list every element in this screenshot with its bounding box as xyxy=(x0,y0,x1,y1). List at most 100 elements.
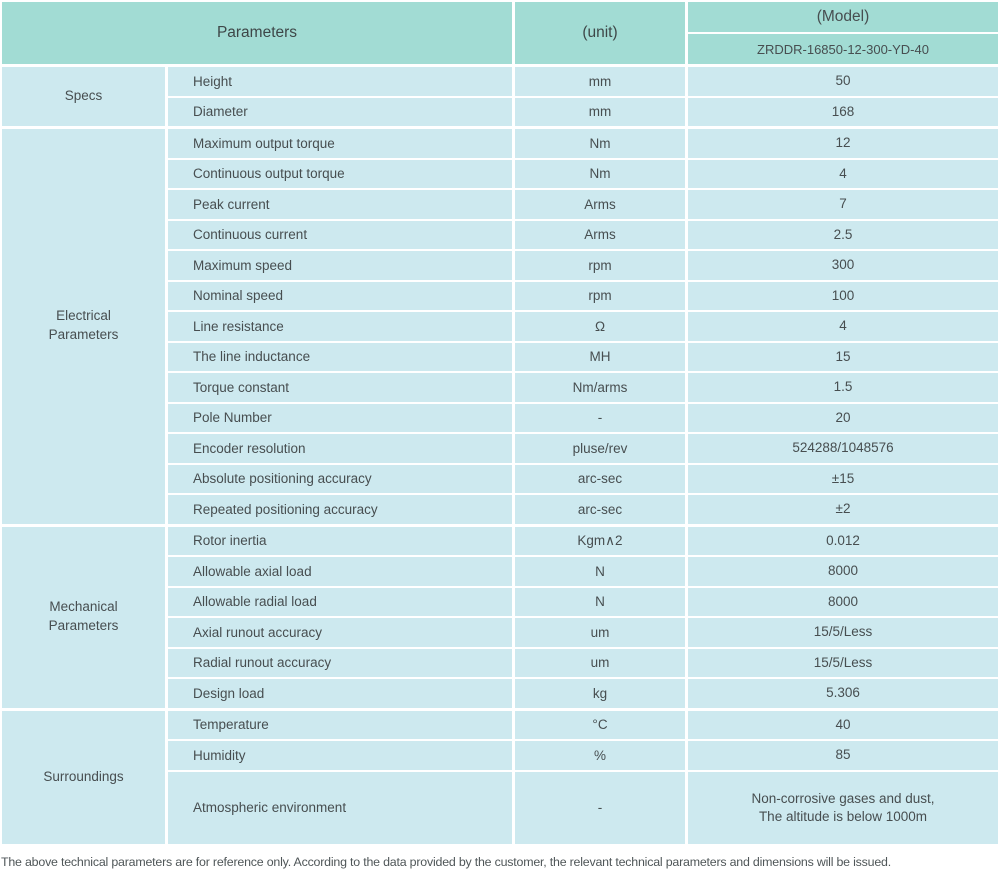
section-specs: Specs Height mm 50 Diameter mm 168 xyxy=(2,67,998,126)
param-name-cell: Temperature xyxy=(168,710,512,739)
section-rows: Temperature °C 40 Humidity % 85 Atmosphe… xyxy=(168,710,998,844)
table-row: Maximum speed rpm 300 xyxy=(168,251,998,280)
parameters-header-cell: Parameters xyxy=(2,2,512,64)
param-unit-cell: pluse/rev xyxy=(515,434,685,463)
table-row: Line resistance Ω 4 xyxy=(168,312,998,341)
param-unit-cell: rpm xyxy=(515,281,685,310)
section-group-cell: Electrical Parameters xyxy=(2,129,165,524)
param-name-cell: Maximum speed xyxy=(168,251,512,280)
param-value-cell: ±15 xyxy=(688,464,998,493)
param-value-cell: ±2 xyxy=(688,495,998,524)
param-value-cell: 300 xyxy=(688,251,998,280)
table-row: Continuous current Arms 2.5 xyxy=(168,220,998,249)
param-name-cell: Height xyxy=(168,67,512,96)
section-group-cell: Specs xyxy=(2,67,165,126)
param-value-cell: 15/5/Less xyxy=(688,618,998,647)
param-value-cell: 4 xyxy=(688,312,998,341)
table-row: Rotor inertia Kgm∧2 0.012 xyxy=(168,526,998,555)
param-name-cell: Diameter xyxy=(168,97,512,126)
param-unit-cell: Ω xyxy=(515,312,685,341)
param-value-cell: 1.5 xyxy=(688,373,998,402)
param-name-cell: Axial runout accuracy xyxy=(168,618,512,647)
table-row: Height mm 50 xyxy=(168,67,998,96)
param-name-cell: The line inductance xyxy=(168,342,512,371)
param-value-cell: 8000 xyxy=(688,557,998,586)
table-row: Torque constant Nm/arms 1.5 xyxy=(168,373,998,402)
section-rows: Rotor inertia Kgm∧2 0.012 Allowable axia… xyxy=(168,526,998,708)
param-unit-cell: arc-sec xyxy=(515,464,685,493)
table-row: Peak current Arms 7 xyxy=(168,190,998,219)
table-row: Encoder resolution pluse/rev 524288/1048… xyxy=(168,434,998,463)
param-unit-cell: Kgm∧2 xyxy=(515,526,685,555)
param-name-cell: Encoder resolution xyxy=(168,434,512,463)
parameters-table: Parameters (unit) (Model) ZRDDR-16850-12… xyxy=(0,0,1000,846)
param-value-cell: 12 xyxy=(688,129,998,158)
param-value-cell: 4 xyxy=(688,159,998,188)
param-unit-cell: Arms xyxy=(515,220,685,249)
param-unit-cell: Arms xyxy=(515,190,685,219)
table-row: Allowable radial load N 8000 xyxy=(168,587,998,616)
param-value-cell: 524288/1048576 xyxy=(688,434,998,463)
param-name-cell: Maximum output torque xyxy=(168,129,512,158)
param-unit-cell: kg xyxy=(515,679,685,708)
param-name-cell: Torque constant xyxy=(168,373,512,402)
param-value-cell: 20 xyxy=(688,403,998,432)
param-name-cell: Design load xyxy=(168,679,512,708)
param-value-cell: 15 xyxy=(688,342,998,371)
table-header-row: Parameters (unit) (Model) ZRDDR-16850-12… xyxy=(2,2,998,64)
param-unit-cell: um xyxy=(515,648,685,677)
param-value-cell: 100 xyxy=(688,281,998,310)
param-unit-cell: N xyxy=(515,557,685,586)
param-name-cell: Pole Number xyxy=(168,403,512,432)
section-surroundings: Surroundings Temperature °C 40 Humidity … xyxy=(2,710,998,844)
param-value-cell: Non-corrosive gases and dust, The altitu… xyxy=(688,771,998,844)
table-row: Axial runout accuracy um 15/5/Less xyxy=(168,618,998,647)
section-rows: Height mm 50 Diameter mm 168 xyxy=(168,67,998,126)
section-group-cell: Mechanical Parameters xyxy=(2,526,165,708)
param-name-cell: Rotor inertia xyxy=(168,526,512,555)
param-unit-cell: - xyxy=(515,771,685,844)
table-row: Maximum output torque Nm 12 xyxy=(168,129,998,158)
section-rows: Maximum output torque Nm 12 Continuous o… xyxy=(168,129,998,524)
param-value-cell: 5.306 xyxy=(688,679,998,708)
table-row: Diameter mm 168 xyxy=(168,97,998,126)
param-value-cell: 50 xyxy=(688,67,998,96)
param-value-cell: 7 xyxy=(688,190,998,219)
param-unit-cell: Nm xyxy=(515,159,685,188)
table-row: Continuous output torque Nm 4 xyxy=(168,159,998,188)
param-name-cell: Humidity xyxy=(168,741,512,770)
table-row: Design load kg 5.306 xyxy=(168,679,998,708)
table-row: Pole Number - 20 xyxy=(168,403,998,432)
model-header-label: (Model) xyxy=(688,2,998,32)
param-name-cell: Line resistance xyxy=(168,312,512,341)
param-value-cell: 0.012 xyxy=(688,526,998,555)
param-unit-cell: MH xyxy=(515,342,685,371)
param-name-cell: Allowable radial load xyxy=(168,587,512,616)
param-name-cell: Atmospheric environment xyxy=(168,771,512,844)
model-header-cell: (Model) ZRDDR-16850-12-300-YD-40 xyxy=(688,2,998,64)
table-row: Radial runout accuracy um 15/5/Less xyxy=(168,648,998,677)
section-group-cell: Surroundings xyxy=(2,710,165,844)
param-value-cell: 40 xyxy=(688,710,998,739)
param-value-cell: 2.5 xyxy=(688,220,998,249)
param-name-cell: Radial runout accuracy xyxy=(168,648,512,677)
param-unit-cell: mm xyxy=(515,97,685,126)
param-value-cell: 85 xyxy=(688,741,998,770)
table-row: Repeated positioning accuracy arc-sec ±2 xyxy=(168,495,998,524)
table-row: The line inductance MH 15 xyxy=(168,342,998,371)
param-unit-cell: rpm xyxy=(515,251,685,280)
table-row: Allowable axial load N 8000 xyxy=(168,557,998,586)
section-electrical: Electrical Parameters Maximum output tor… xyxy=(2,129,998,524)
param-unit-cell: N xyxy=(515,587,685,616)
table-row: Atmospheric environment - Non-corrosive … xyxy=(168,771,998,844)
table-row: Temperature °C 40 xyxy=(168,710,998,739)
param-unit-cell: um xyxy=(515,618,685,647)
param-name-cell: Continuous current xyxy=(168,220,512,249)
param-value-cell: 168 xyxy=(688,97,998,126)
param-unit-cell: % xyxy=(515,741,685,770)
param-unit-cell: arc-sec xyxy=(515,495,685,524)
param-unit-cell: - xyxy=(515,403,685,432)
table-row: Nominal speed rpm 100 xyxy=(168,281,998,310)
footnote-text: The above technical parameters are for r… xyxy=(0,855,1000,869)
